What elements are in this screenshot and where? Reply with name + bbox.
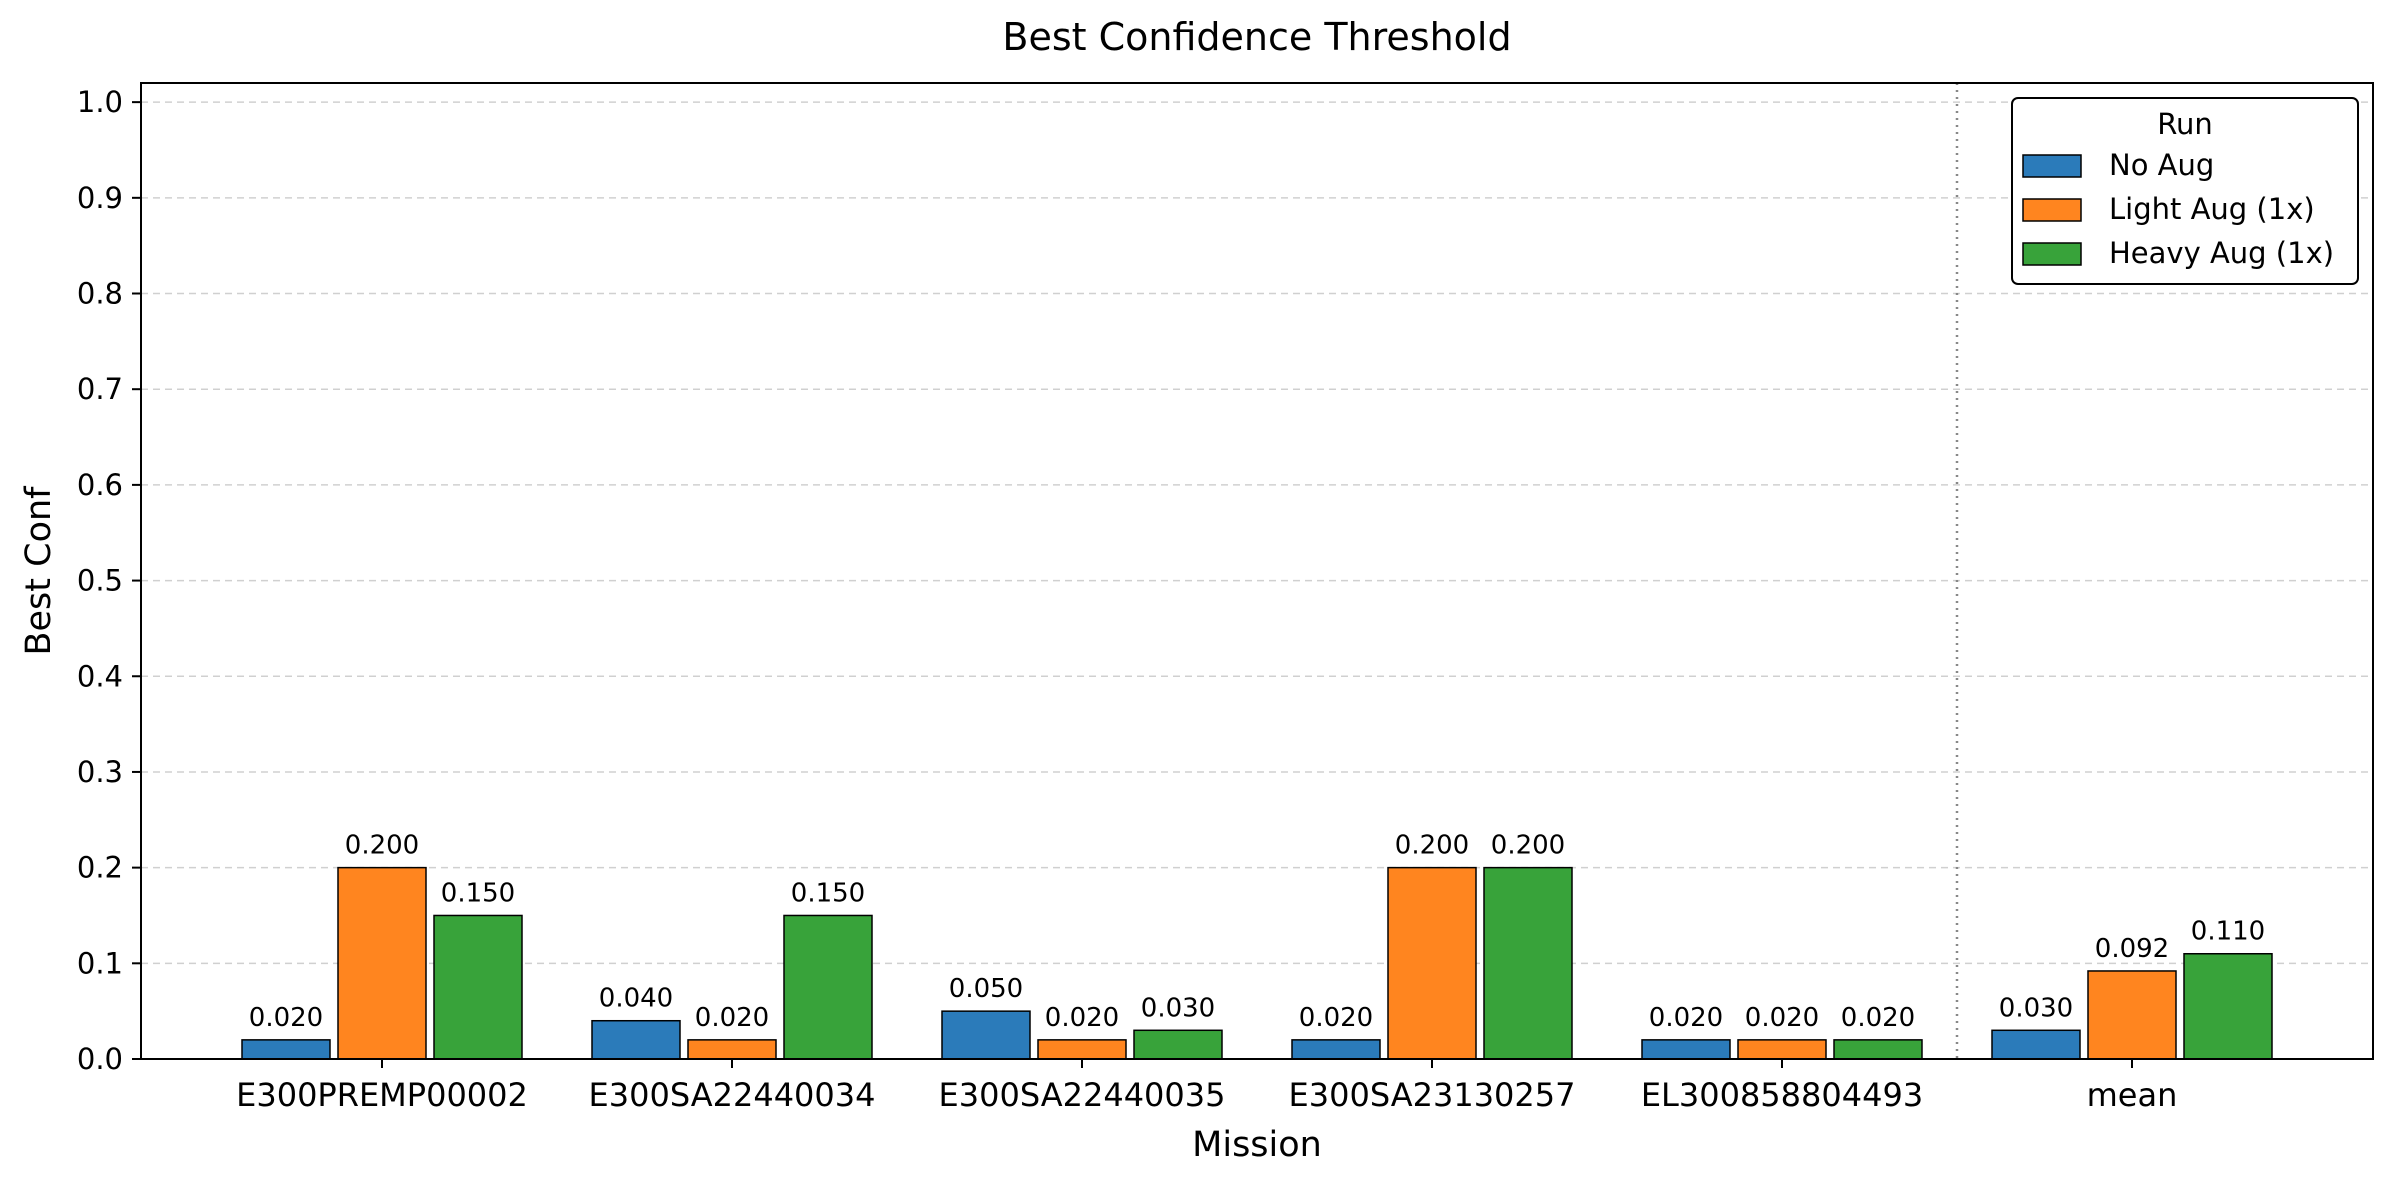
y-tick-label-2: 0.2 [77,851,123,885]
y-tick-label-6: 0.6 [77,468,123,502]
x-ticks: E300PREMP00002 E300SA22440034 E300SA224400… [236,1059,2177,1114]
data-label-s1-c5: 0.092 [2095,934,2169,964]
data-label-s2-c4: 0.020 [1841,1003,1915,1033]
bar-s0-c0 [241,1039,331,1060]
x-tick-label-5: mean [2087,1076,2178,1114]
bar-s0-c2 [941,1010,1031,1060]
bar-s2-c1 [783,914,873,1060]
y-tick-label-9: 0.9 [77,181,123,215]
data-label-s2-c1: 0.150 [791,878,865,908]
bar-s0-c5 [1991,1029,2081,1060]
plot-frame [140,82,2374,1060]
bar-s2-c0 [433,914,523,1060]
y-tick-label-3: 0.3 [77,755,123,789]
bar-s0-c4 [1641,1039,1731,1060]
data-label-s2-c5: 0.110 [2191,917,2265,947]
legend-box [2011,97,2359,285]
bar-s2-c5 [2183,952,2273,1060]
bar-s1-c3 [1387,866,1477,1060]
bar-s1-c0 [337,866,427,1060]
legend-swatch-0 [2022,154,2082,178]
legend-label-2: Heavy Aug (1x) [2109,236,2334,270]
bar-s2-c2 [1133,1029,1223,1060]
data-label-s0-c5: 0.030 [1999,993,2073,1023]
y-tick-label-0: 0.0 [77,1042,123,1076]
data-label-s1-c3: 0.200 [1395,831,1469,861]
data-label-s2-c0: 0.150 [441,878,515,908]
bar-s1-c2 [1037,1039,1127,1060]
y-ticks: 0.0 0.1 0.2 0.3 0.4 0.5 0.6 0.7 0.8 0.9 1.0 [77,85,141,1076]
data-label-s0-c4: 0.020 [1649,1003,1723,1033]
y-tick-label-10: 1.0 [77,85,123,119]
x-tick-label-4: EL300858804493 [1641,1076,1923,1114]
bar-s1-c5 [2087,970,2177,1060]
bar-s1-c4 [1737,1039,1827,1060]
data-label-s0-c1: 0.040 [599,984,673,1014]
legend-swatch-1 [2022,198,2082,222]
data-label-s2-c3: 0.200 [1491,831,1565,861]
y-axis-label: Best Conf [19,486,59,656]
data-label-s1-c2: 0.020 [1045,1003,1119,1033]
data-label-s1-c1: 0.020 [695,1003,769,1033]
y-tick-label-5: 0.5 [77,564,123,598]
y-tick-label-7: 0.7 [77,372,123,406]
bars [241,866,2273,1060]
x-tick-label-1: E300SA22440034 [589,1076,876,1114]
data-label-s1-c0: 0.200 [345,831,419,861]
chart-title: Best Confidence Threshold [1002,15,1511,59]
legend-label-1: Light Aug (1x) [2109,192,2315,226]
legend-label-0: No Aug [2109,148,2214,182]
data-label-s0-c0: 0.020 [249,1003,323,1033]
data-label-s0-c3: 0.020 [1299,1003,1373,1033]
data-labels: 0.020 0.040 0.050 0.020 0.020 0.030 0.200 0.020… [249,831,2265,1033]
bar-s1-c1 [687,1039,777,1060]
bar-s2-c4 [1833,1039,1923,1060]
data-label-s0-c2: 0.050 [949,974,1023,1004]
y-tick-label-4: 0.4 [77,659,123,693]
y-tick-label-8: 0.8 [77,277,123,311]
y-tick-label-1: 0.1 [77,946,123,980]
x-axis-label: Mission [1192,1125,1322,1165]
x-tick-label-0: E300PREMP00002 [236,1076,528,1114]
data-label-s2-c2: 0.030 [1141,993,1215,1023]
bar-s2-c3 [1483,866,1573,1060]
x-tick-label-3: E300SA23130257 [1289,1076,1576,1114]
legend-swatch-2 [2022,242,2082,266]
bar-s0-c1 [591,1019,681,1060]
grid-lines [141,101,2373,965]
data-label-s1-c4: 0.020 [1745,1003,1819,1033]
x-tick-label-2: E300SA22440035 [939,1076,1226,1114]
legend: Run No Aug Light Aug (1x) Heavy Aug (1x) [2011,97,2359,285]
bar-s0-c3 [1291,1039,1381,1060]
legend-title: Run [2157,107,2213,141]
